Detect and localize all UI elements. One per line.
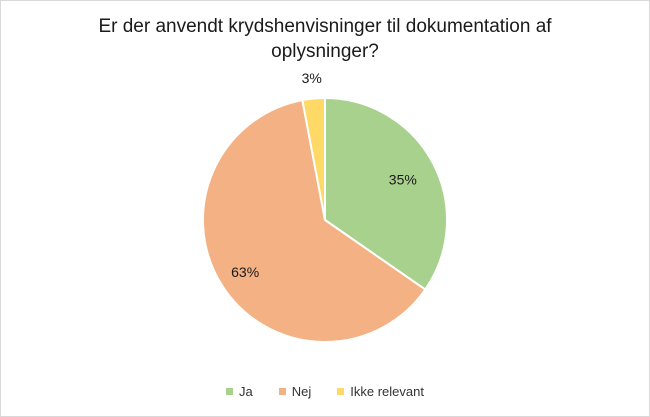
legend-label-nej: Nej [291,384,312,399]
chart-title-text: Er der anvendt krydshenvisninger til dok… [98,16,552,62]
legend-item-ja: Ja [226,384,253,399]
legend-label-ikke-relevant: Ikke relevant [350,384,424,399]
pie-slice-ikke-relevant [301,96,326,221]
legend: Ja Nej Ikke relevant [0,384,650,399]
legend-label-ja: Ja [239,384,253,399]
pie-slice-nej [202,98,427,343]
chart-title: Er der anvendt krydshenvisninger til dok… [0,14,650,64]
legend-swatch-ja [226,388,234,395]
data-label-ja: 35% [389,171,417,187]
legend-swatch-nej [278,388,286,395]
pie-slice-ja [324,96,448,291]
legend-swatch-ikke-relevant [337,388,345,395]
data-label-nej: 63% [231,264,259,280]
data-label-ikke-relevant: 3% [302,70,322,86]
pie-slices [202,96,448,343]
legend-item-ikke-relevant: Ikke relevant [337,384,424,399]
data-labels: 35% 63% 3% [231,70,417,280]
legend-item-nej: Nej [278,384,312,399]
